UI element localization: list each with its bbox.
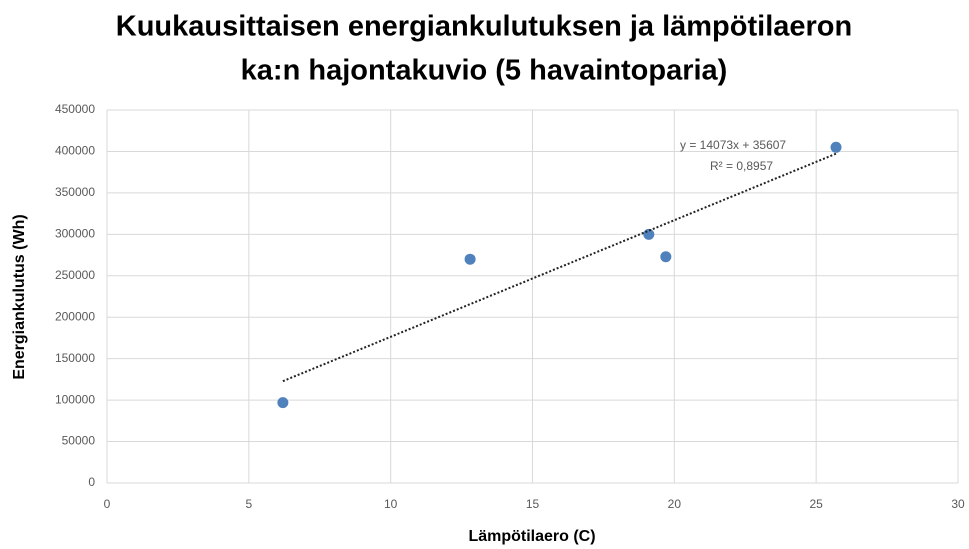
x-tick-label: 25: [809, 497, 823, 511]
x-tick-label: 0: [104, 497, 111, 511]
y-tick-label: 100000: [55, 392, 95, 406]
point: [830, 141, 842, 153]
y-tick-label: 400000: [55, 144, 95, 158]
point: [464, 253, 476, 265]
chart-title: Kuukausittaisen energiankulutuksen ja lä…: [116, 11, 852, 43]
y-tick-label: 450000: [55, 102, 95, 116]
y-axis-label: Energiankulutus (Wh): [11, 214, 28, 379]
trendline-r2: R² = 0,8957: [710, 159, 773, 173]
trendline: [282, 152, 837, 383]
chart-title: ka:n hajontakuvio (5 havaintoparia): [241, 55, 728, 87]
y-tick-label: 250000: [55, 268, 95, 282]
point: [277, 397, 289, 409]
y-tick-label: 50000: [62, 434, 96, 448]
x-tick-label: 20: [668, 497, 682, 511]
x-tick-label: 30: [951, 497, 965, 511]
x-tick-label: 10: [384, 497, 398, 511]
y-tick-label: 0: [88, 475, 95, 489]
point: [643, 228, 655, 240]
point: [660, 251, 672, 263]
y-tick-label: 150000: [55, 351, 95, 365]
trendline-equation: y = 14073x + 35607: [680, 138, 786, 152]
y-tick-label: 300000: [55, 227, 95, 241]
y-tick-label: 350000: [55, 185, 95, 199]
x-tick-label: 5: [245, 497, 252, 511]
x-tick-label: 15: [526, 497, 540, 511]
x-axis-label: Lämpötilaero (C): [468, 528, 595, 545]
y-tick-label: 200000: [55, 309, 95, 323]
